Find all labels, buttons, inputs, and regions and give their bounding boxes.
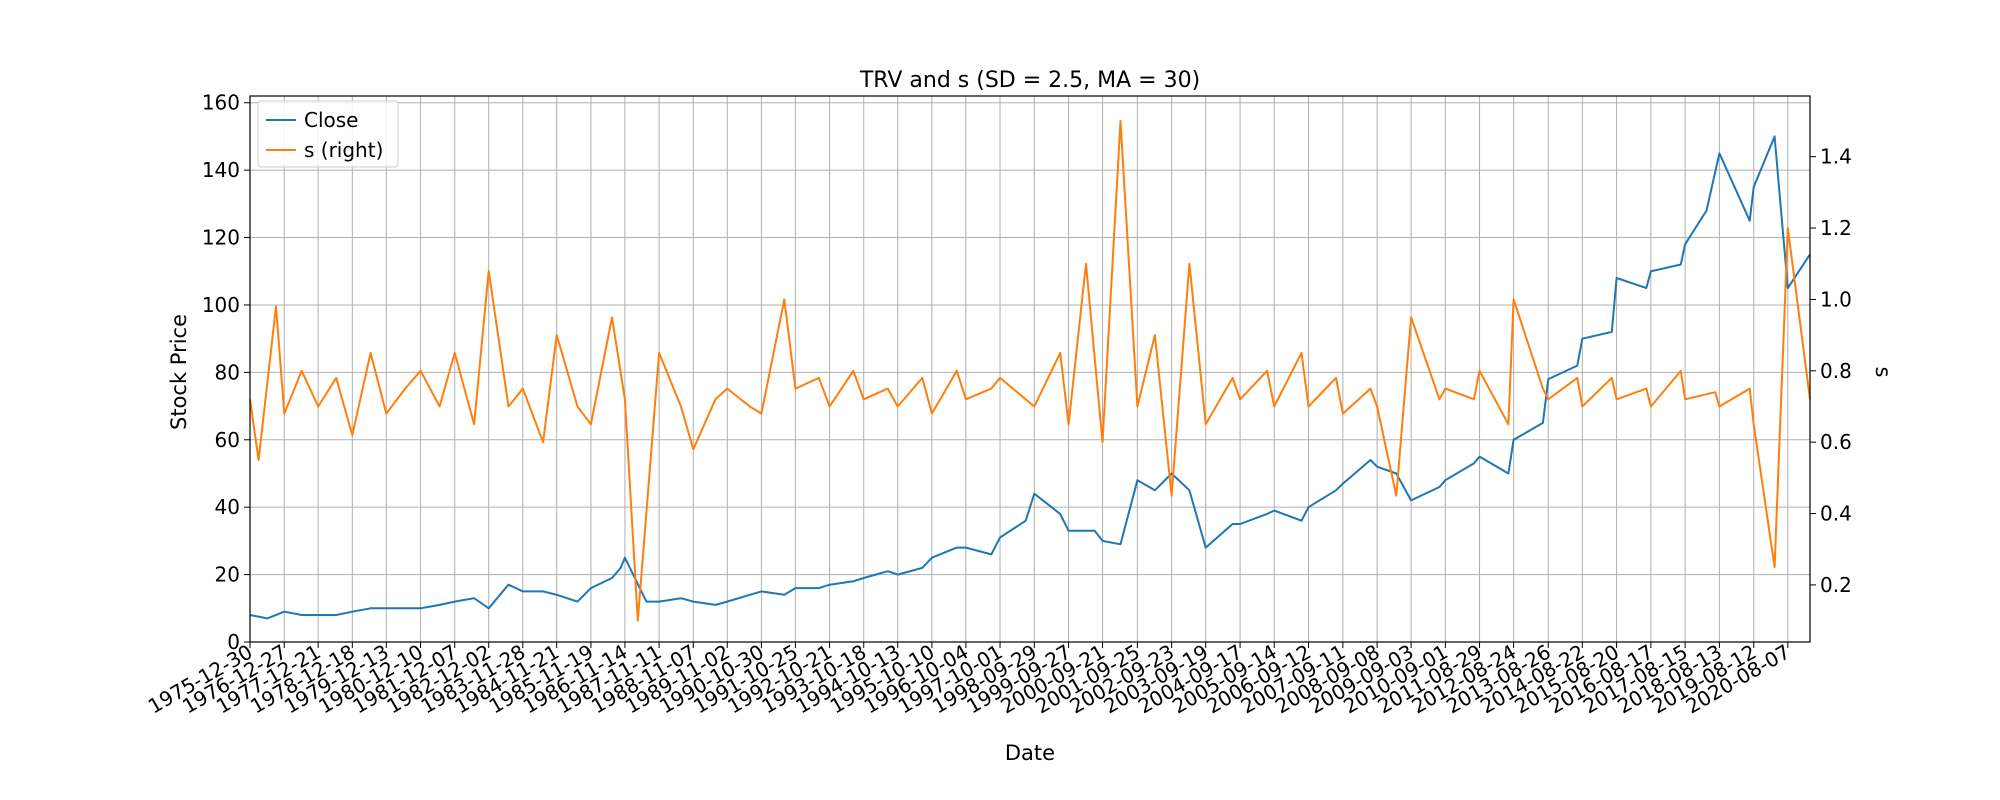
s-line	[249, 120, 1811, 622]
y-tick-label: 20	[215, 563, 240, 587]
y2-tick-label: 0.4	[1820, 502, 1852, 526]
left-axis: 0 20 40 60 80 100 120 140 160	[202, 91, 250, 654]
y-tick-label: 0	[227, 630, 240, 654]
y2-axis-title: s	[1871, 367, 1895, 378]
y-tick-label: 60	[215, 428, 240, 452]
y-tick-label: 120	[202, 226, 240, 250]
y-axis-title: Stock Price	[167, 314, 191, 430]
y2-tick-label: 1.0	[1820, 287, 1852, 311]
y-tick-label: 100	[202, 293, 240, 317]
close-line	[249, 135, 1811, 620]
y-tick-label: 140	[202, 158, 240, 182]
y2-tick-label: 0.2	[1820, 573, 1852, 597]
plot-frame	[249, 95, 1811, 643]
chart-title: TRV and s (SD = 2.5, MA = 30)	[859, 68, 1200, 93]
x-axis-title: Date	[1005, 741, 1055, 765]
legend: Close s (right)	[257, 100, 399, 168]
y2-tick-label: 0.6	[1820, 430, 1852, 454]
y2-tick-label: 0.8	[1820, 359, 1852, 383]
y-tick-label: 80	[215, 360, 240, 384]
series-close	[249, 135, 1811, 620]
y2-tick-label: 1.4	[1820, 145, 1852, 169]
y2-tick-label: 1.2	[1820, 216, 1852, 240]
legend-label-s: s (right)	[304, 138, 383, 162]
x-axis: 1975-12-301976-12-271977-12-211978-12-18…	[144, 640, 1794, 719]
series-s	[249, 120, 1811, 622]
y-tick-label: 40	[215, 495, 240, 519]
y-tick-label: 160	[202, 91, 240, 115]
grid	[249, 96, 1810, 643]
right-axis: 0.2 0.4 0.6 0.8 1.0 1.2 1.4	[1810, 145, 1852, 597]
legend-label-close: Close	[304, 108, 358, 132]
